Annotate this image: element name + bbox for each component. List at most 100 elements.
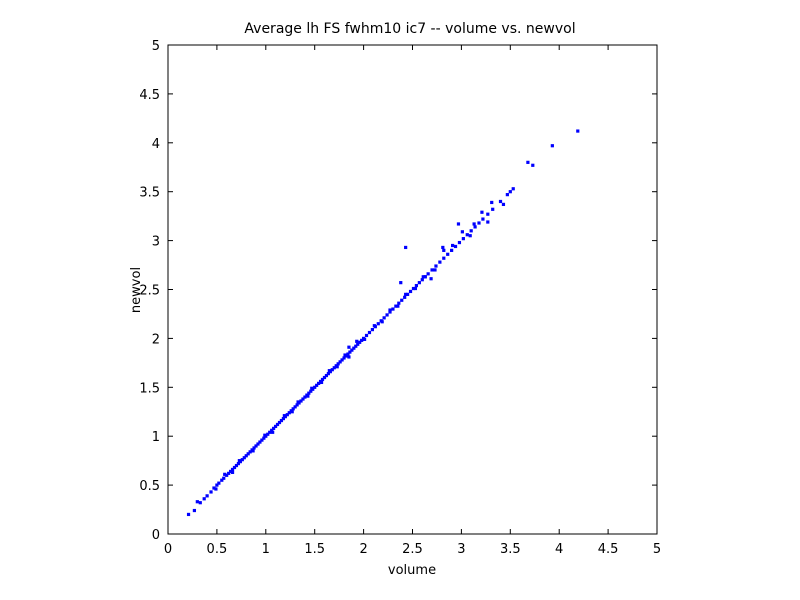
data-point	[461, 237, 465, 241]
data-point	[324, 373, 329, 378]
data-point	[306, 394, 310, 398]
data-point	[411, 286, 416, 291]
data-point	[505, 193, 509, 197]
data-point	[453, 244, 458, 249]
data-point	[420, 278, 424, 282]
data-point	[358, 340, 362, 344]
axis-ticks: 0 0.5 1 1.5 2 2.5 3 3.5 4 4.5 5 0 0.5 1 1.5 2 2.5 3 3.5 4 4.…	[139, 39, 661, 557]
data-point	[262, 436, 266, 440]
data-point	[346, 352, 350, 356]
y-tick-label: 3	[152, 235, 160, 250]
data-point	[256, 442, 260, 446]
data-point	[397, 301, 401, 305]
data-point	[230, 467, 235, 472]
data-point	[220, 478, 224, 482]
data-points	[186, 129, 580, 517]
data-point	[307, 391, 311, 395]
data-point	[413, 286, 418, 291]
y-tick-label: 2.5	[139, 284, 160, 299]
data-point	[414, 283, 419, 288]
data-point	[335, 365, 339, 369]
x-tick-label: 4.5	[598, 542, 619, 557]
data-point	[320, 377, 325, 382]
data-point	[222, 476, 226, 480]
data-point	[473, 225, 477, 229]
data-point	[511, 187, 515, 191]
x-tick-label: 5	[653, 542, 661, 557]
data-point	[309, 389, 313, 393]
data-point	[232, 465, 237, 470]
data-point	[367, 330, 372, 335]
data-point	[217, 481, 221, 485]
data-point	[290, 410, 294, 414]
data-point	[186, 512, 191, 517]
x-tick-label: 2	[359, 542, 367, 557]
y-axis-label: newvol	[129, 267, 144, 313]
data-point	[408, 289, 413, 294]
data-point	[258, 440, 262, 444]
data-point	[234, 463, 239, 468]
data-point	[315, 383, 319, 387]
data-point	[450, 248, 454, 252]
x-tick-label: 3	[457, 542, 465, 557]
data-point	[480, 210, 484, 214]
data-point	[285, 413, 289, 417]
data-point	[531, 163, 535, 167]
data-point	[355, 339, 359, 343]
data-point	[271, 430, 275, 434]
y-tick-label: 3.5	[139, 186, 160, 201]
y-tick-label: 4	[152, 137, 160, 152]
data-point	[336, 362, 340, 366]
data-point	[396, 304, 400, 308]
data-point	[295, 403, 299, 407]
data-point	[225, 473, 229, 477]
y-tick-label: 0	[152, 528, 160, 543]
data-point	[330, 368, 334, 372]
x-tick-label: 1.5	[304, 542, 325, 557]
data-point	[246, 452, 250, 456]
data-point	[282, 414, 286, 418]
data-point	[406, 292, 410, 296]
data-point	[287, 411, 291, 415]
data-point	[457, 240, 462, 245]
data-point	[263, 433, 267, 437]
data-point	[490, 200, 494, 205]
data-point	[230, 470, 235, 474]
data-point	[248, 450, 252, 454]
data-point	[310, 386, 314, 390]
data-point	[291, 407, 295, 411]
data-point	[501, 202, 506, 207]
x-tick-label: 0.5	[207, 542, 228, 557]
x-axis-label: volume	[388, 563, 436, 578]
data-point	[362, 337, 367, 341]
data-point	[434, 264, 438, 268]
data-point	[442, 256, 446, 260]
y-tick-label: 4.5	[139, 88, 160, 103]
y-tick-label: 1	[152, 430, 160, 445]
data-point	[491, 207, 495, 211]
data-point	[354, 344, 358, 348]
y-tick-label: 2	[152, 332, 160, 347]
data-point	[446, 252, 450, 256]
data-point	[240, 458, 244, 462]
data-point	[223, 472, 227, 476]
data-point	[301, 397, 305, 401]
data-point	[403, 295, 407, 299]
data-point	[279, 418, 284, 423]
data-point	[430, 268, 434, 272]
y-tick-label: 5	[152, 39, 160, 54]
data-point	[347, 345, 351, 349]
data-point	[202, 497, 206, 501]
data-point	[348, 350, 352, 354]
data-point	[477, 221, 481, 225]
x-tick-label: 2.5	[402, 542, 423, 557]
data-point	[332, 366, 336, 370]
data-point	[417, 281, 421, 285]
data-point	[400, 298, 404, 302]
data-point	[550, 144, 554, 148]
data-point	[198, 501, 202, 505]
x-tick-label: 0	[164, 542, 172, 557]
data-point	[421, 275, 425, 279]
data-point	[237, 459, 241, 463]
